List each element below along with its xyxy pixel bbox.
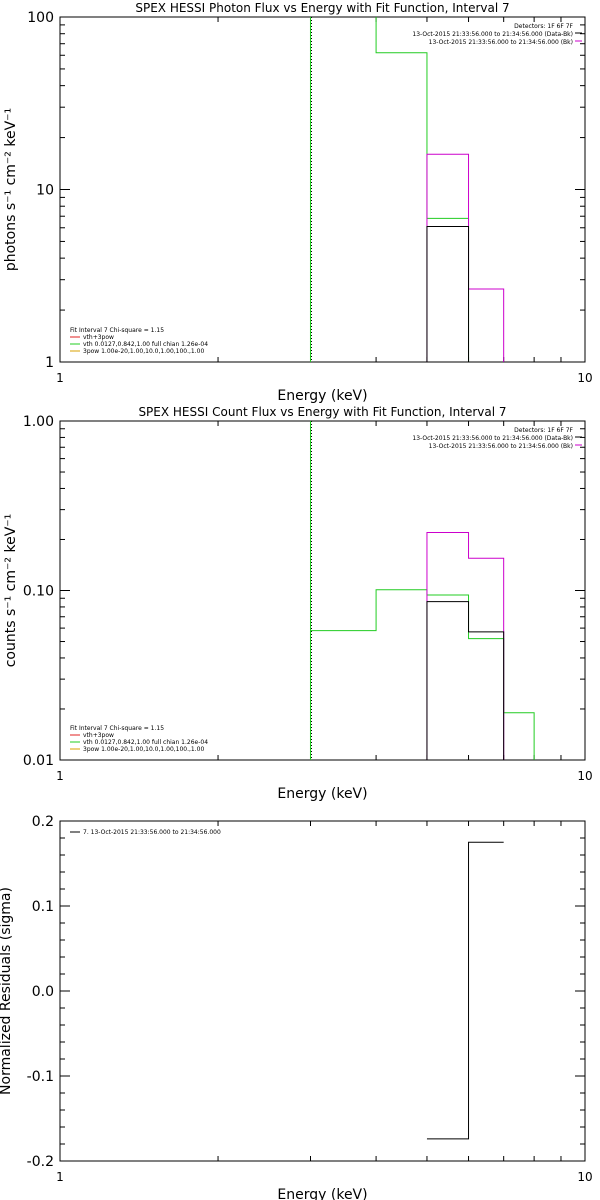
legend-header: Fit Interval 7 Chi-square = 1.15 <box>70 327 164 334</box>
series-step-line <box>309 589 535 760</box>
y-tick-label: 1 <box>45 355 54 371</box>
legend-entry: 3pow 1.00e-20,1.00,10.0,1.00,100.,1.00 <box>83 746 204 753</box>
info-line: Detectors: 1F 6F 7F <box>514 427 573 434</box>
x-axis-label: Energy (keV) <box>277 786 367 802</box>
chart-title: SPEX HESSI Photon Flux vs Energy with Fi… <box>135 1 509 15</box>
y-tick-label: 0.1 <box>32 899 54 915</box>
y-tick-label: 0.0 <box>32 984 54 1000</box>
chart-panel-2: SPEX HESSI Count Flux vs Energy with Fit… <box>3 405 593 802</box>
info-line: 13-Oct-2015 21:33:56.000 to 21:34:56.000… <box>412 31 573 38</box>
x-tick-label: 1 <box>56 371 64 385</box>
x-tick-label: 1 <box>56 769 64 783</box>
x-tick-label: 1 <box>56 1170 64 1184</box>
x-tick-label: 10 <box>577 769 592 783</box>
info-line: 13-Oct-2015 21:33:56.000 to 21:34:56.000… <box>412 435 573 442</box>
info-line: Detectors: 1F 6F 7F <box>514 23 573 30</box>
plot-frame <box>59 420 586 761</box>
series-step-line <box>426 841 504 1140</box>
y-tick-label: 1.00 <box>23 414 54 430</box>
series-step-line <box>426 601 505 760</box>
y-axis-label: photons s⁻¹ cm⁻² keV⁻¹ <box>3 108 19 271</box>
series-step-line <box>309 17 470 362</box>
y-axis-label: counts s⁻¹ cm⁻² keV⁻¹ <box>3 514 19 668</box>
x-tick-label: 10 <box>577 1170 592 1184</box>
x-tick-label: 10 <box>577 371 592 385</box>
legend-entry: vth 0.0127,0.842,1.00 full chian 1.26e-0… <box>83 341 208 348</box>
info-line: 13-Oct-2015 21:33:56.000 to 21:34:56.000… <box>429 443 573 450</box>
legend-header: Fit Interval 7 Chi-square = 1.15 <box>70 725 164 732</box>
x-axis-label: Energy (keV) <box>277 388 367 404</box>
y-tick-label: -0.1 <box>27 1069 54 1085</box>
y-tick-label: 10 <box>36 183 54 199</box>
chart-panel-1: SPEX HESSI Photon Flux vs Energy with Fi… <box>3 1 593 404</box>
plot-frame <box>59 820 586 1162</box>
y-tick-label: 0.10 <box>23 584 54 600</box>
legend-entry: vth+3pow <box>83 732 114 739</box>
y-tick-label: 0.2 <box>32 814 54 830</box>
x-axis-label: Energy (keV) <box>277 1187 367 1200</box>
legend-entry: 3pow 1.00e-20,1.00,10.0,1.00,100.,1.00 <box>83 348 204 355</box>
y-tick-label: 100 <box>27 10 54 26</box>
legend-entry: 7. 13-Oct-2015 21:33:56.000 to 21:34:56.… <box>83 829 221 836</box>
legend-entry: vth+3pow <box>83 334 114 341</box>
y-tick-label: 0.01 <box>23 753 54 769</box>
series-step-line <box>426 226 470 362</box>
y-axis-label: Normalized Residuals (sigma) <box>0 887 14 1095</box>
info-line: 13-Oct-2015 21:33:56.000 to 21:34:56.000… <box>429 39 573 46</box>
series-step-line <box>426 531 505 760</box>
chart-panel-3: 1 10 0.2 0.1 0.0 -0.1 -0.2 Energy (keV) Normaliz… <box>0 814 593 1200</box>
legend-entry: vth 0.0127,0.842,1.00 full chian 1.26e-0… <box>83 739 208 746</box>
plot-frame <box>59 16 586 363</box>
plot-area <box>426 841 504 1140</box>
series-step-line <box>426 153 505 362</box>
plot-area <box>309 421 535 760</box>
plot-area <box>309 17 505 362</box>
chart-title: SPEX HESSI Count Flux vs Energy with Fit… <box>138 405 506 419</box>
y-tick-label: -0.2 <box>27 1154 54 1170</box>
